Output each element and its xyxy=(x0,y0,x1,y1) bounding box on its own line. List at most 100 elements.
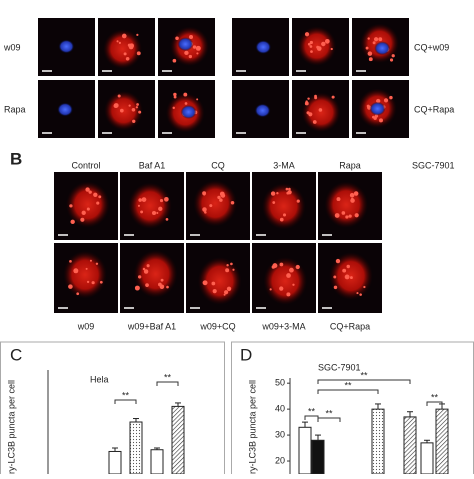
puncta xyxy=(296,199,300,203)
puncta xyxy=(212,289,217,294)
puncta xyxy=(226,286,232,291)
nucleus xyxy=(255,40,272,55)
puncta xyxy=(137,204,141,207)
puncta xyxy=(156,211,159,214)
puncta xyxy=(136,51,141,56)
puncta xyxy=(202,191,207,196)
significance: ** xyxy=(164,372,172,382)
puncta xyxy=(217,195,221,200)
y-axis-label: ry-LC3B puncta per cell xyxy=(6,380,16,474)
bar xyxy=(311,439,325,475)
puncta xyxy=(211,281,216,286)
puncta xyxy=(202,280,208,286)
puncta xyxy=(346,264,350,269)
cell xyxy=(197,257,242,305)
bar xyxy=(129,421,143,475)
puncta xyxy=(131,108,136,112)
y-tick-label: 20 xyxy=(275,455,285,465)
puncta xyxy=(136,103,139,106)
row-label: w09 xyxy=(3,42,21,52)
puncta xyxy=(307,42,311,46)
puncta xyxy=(279,262,284,267)
panel-label: D xyxy=(240,345,252,364)
sig-bracket xyxy=(317,389,379,394)
cell xyxy=(263,257,308,305)
puncta xyxy=(202,207,207,212)
column-label: w09+Baf A1 xyxy=(127,321,176,331)
cell xyxy=(324,181,368,228)
puncta xyxy=(269,288,272,291)
puncta xyxy=(368,57,373,62)
y-tick-label: 40 xyxy=(275,404,285,414)
puncta xyxy=(96,201,100,205)
puncta xyxy=(225,268,230,273)
cell xyxy=(262,183,306,230)
puncta xyxy=(230,200,235,205)
puncta xyxy=(279,217,284,222)
puncta xyxy=(282,213,287,217)
puncta xyxy=(132,119,136,123)
puncta xyxy=(367,51,373,56)
panel-frame xyxy=(0,341,225,479)
column-label: CQ+Rapa xyxy=(330,321,370,331)
puncta xyxy=(373,37,379,42)
puncta xyxy=(342,268,347,273)
puncta xyxy=(286,191,290,195)
puncta xyxy=(158,206,163,211)
cell xyxy=(193,180,237,227)
puncta xyxy=(85,187,90,192)
puncta xyxy=(312,120,317,124)
puncta xyxy=(341,211,346,215)
puncta xyxy=(173,95,177,99)
puncta xyxy=(165,218,169,221)
puncta xyxy=(142,267,146,271)
puncta xyxy=(307,97,310,100)
puncta xyxy=(76,292,80,296)
puncta xyxy=(219,198,223,202)
puncta xyxy=(286,292,291,297)
puncta xyxy=(363,285,366,289)
puncta xyxy=(172,58,177,63)
bar xyxy=(420,442,434,475)
significance: ** xyxy=(344,380,352,390)
puncta xyxy=(292,283,295,286)
puncta xyxy=(134,285,140,291)
row-label: CQ+Rapa xyxy=(414,104,454,114)
puncta xyxy=(116,40,119,43)
puncta xyxy=(173,92,177,97)
puncta xyxy=(160,278,164,282)
significance: ** xyxy=(360,370,368,380)
puncta xyxy=(276,192,279,195)
puncta xyxy=(310,50,313,53)
puncta xyxy=(367,37,370,40)
puncta xyxy=(118,41,122,45)
puncta xyxy=(86,280,90,284)
column-label: w09+CQ xyxy=(199,321,235,331)
puncta xyxy=(335,258,341,264)
puncta xyxy=(271,265,276,269)
puncta xyxy=(372,41,376,45)
puncta xyxy=(129,43,135,49)
column-label: w09+3-MA xyxy=(261,321,305,331)
puncta xyxy=(383,98,389,103)
puncta xyxy=(226,264,229,267)
puncta xyxy=(285,187,289,191)
puncta xyxy=(86,207,90,211)
puncta xyxy=(230,262,233,266)
bar xyxy=(435,408,449,475)
column-label: Rapa xyxy=(339,160,361,170)
puncta xyxy=(164,196,169,202)
puncta xyxy=(125,56,130,61)
cell-line: SGC-7901 xyxy=(412,160,455,170)
nucleus xyxy=(57,102,74,117)
puncta xyxy=(184,102,188,105)
sig-bracket xyxy=(426,401,443,406)
column-label: w09 xyxy=(77,321,95,331)
puncta xyxy=(192,45,197,49)
puncta xyxy=(121,33,127,39)
puncta xyxy=(354,213,359,218)
puncta xyxy=(70,219,75,225)
puncta xyxy=(138,198,142,202)
puncta xyxy=(117,94,121,98)
puncta xyxy=(183,92,188,97)
